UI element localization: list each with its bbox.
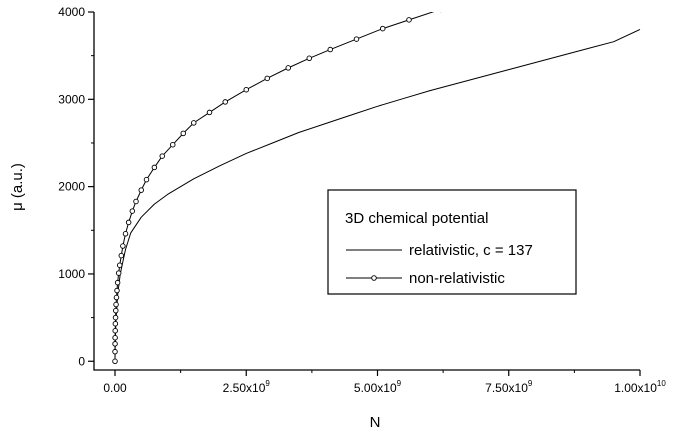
legend-marker-non-relativistic: [371, 275, 377, 281]
data-point: [222, 99, 228, 105]
legend-label-relativistic: relativistic, c = 137: [409, 242, 533, 259]
legend-box: [327, 189, 577, 295]
data-point: [112, 314, 119, 321]
y-tick-label: 0: [78, 354, 85, 368]
data-point: [285, 65, 292, 71]
x-tick-label: 7.50x109: [485, 379, 533, 395]
data-point: [113, 301, 119, 308]
data-point: [112, 341, 118, 347]
y-tick-label: 2000: [58, 180, 85, 194]
x-axis-title: N: [370, 414, 381, 431]
x-tick-label: 5.00x109: [354, 379, 402, 395]
data-point: [206, 109, 213, 116]
data-point: [439, 12, 442, 13]
data-point: [138, 187, 144, 193]
data-point: [406, 17, 412, 23]
data-point: [120, 243, 126, 249]
data-point: [133, 198, 139, 205]
data-point: [112, 320, 119, 327]
data-point: [112, 334, 118, 341]
data-point: [143, 176, 150, 183]
data-point: [243, 86, 249, 93]
axis-ticks: 0 1000 2000 3000 4000 0.00 2.50x109 5.00x109 7.5…: [58, 5, 666, 395]
data-point: [113, 307, 119, 314]
data-point: [190, 120, 197, 126]
legend: 3D chemical potential relativistic, c = …: [327, 189, 577, 295]
y-tick-label: 3000: [58, 92, 85, 106]
legend-title: 3D chemical potential: [345, 210, 488, 227]
data-point: [113, 294, 120, 301]
data-point: [115, 270, 122, 276]
data-point: [264, 75, 271, 82]
series-line: [114, 12, 435, 362]
x-tick-label: 2.50x109: [223, 379, 271, 395]
data-point: [380, 25, 386, 32]
data-point: [114, 287, 120, 294]
axes-frame: [93, 12, 640, 371]
legend-label-non-relativistic: non-relativistic: [409, 270, 505, 287]
data-point: [159, 153, 165, 159]
data-point: [112, 358, 118, 365]
y-tick-label: 4000: [58, 5, 85, 19]
data-point: [129, 208, 136, 214]
data-point: [151, 164, 158, 171]
data-point: [116, 262, 123, 268]
data-point: [112, 348, 118, 355]
data-point: [122, 231, 129, 237]
data-point: [327, 46, 334, 53]
data-point: [470, 0, 475, 2]
data-point: [114, 279, 121, 286]
y-tick-label: 1000: [58, 267, 85, 281]
x-tick-label: 1.00x1010: [614, 379, 666, 395]
data-point: [306, 55, 313, 62]
data-point: [112, 327, 118, 334]
series-layer: [112, 0, 641, 365]
data-point: [125, 219, 132, 226]
y-axis-title: μ (a.u.): [9, 163, 26, 211]
data-point: [180, 130, 186, 137]
series-1: [112, 0, 475, 365]
data-point: [353, 36, 360, 42]
data-point: [118, 252, 125, 259]
data-point: [169, 141, 176, 148]
x-tick-label: 0.00: [103, 381, 127, 395]
